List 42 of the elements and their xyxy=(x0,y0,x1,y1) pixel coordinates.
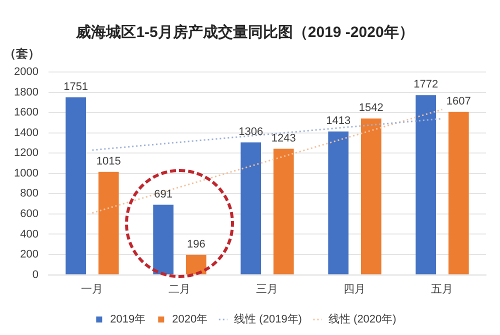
y-axis-title: （套） xyxy=(4,46,40,60)
y-tick-label: 1200 xyxy=(14,147,38,160)
x-tick-label: 五月 xyxy=(431,283,454,296)
y-tick-label: 1600 xyxy=(14,106,38,119)
x-tick-label: 三月 xyxy=(256,283,278,296)
x-tick-label: 一月 xyxy=(81,283,104,296)
data-label: 1015 xyxy=(96,155,121,168)
data-label: 1413 xyxy=(326,115,351,128)
bar xyxy=(273,148,294,274)
x-tick-label: 四月 xyxy=(344,283,366,296)
legend-label: 线性 (2020年) xyxy=(328,312,396,326)
y-tick-label: 200 xyxy=(20,248,38,261)
y-tick-label: 800 xyxy=(20,188,38,200)
data-label: 691 xyxy=(154,188,172,200)
y-tick-label: 1800 xyxy=(14,86,38,98)
bar xyxy=(328,132,349,274)
bar xyxy=(240,142,261,274)
bar xyxy=(360,118,382,274)
data-label: 1306 xyxy=(238,126,264,138)
y-tick-label: 2000 xyxy=(14,66,38,78)
y-tick-label: 400 xyxy=(20,228,38,240)
data-label: 1542 xyxy=(358,102,384,114)
data-label: 1751 xyxy=(64,80,88,93)
data-label: 196 xyxy=(186,238,206,250)
chart-title: 威海城区1-5月房产成交量同比图（2019 -2020年） xyxy=(75,23,414,42)
bar xyxy=(186,254,206,274)
bar xyxy=(416,95,436,274)
bar xyxy=(153,204,174,274)
legend-label: 线性 (2019年) xyxy=(234,312,302,326)
bar xyxy=(98,172,119,274)
data-label: 1607 xyxy=(446,95,471,108)
data-label: 1772 xyxy=(414,78,438,91)
legend-label: 2019年 xyxy=(110,314,146,326)
bar xyxy=(66,97,86,274)
y-tick-label: 1400 xyxy=(14,126,38,139)
legend-label: 2020年 xyxy=(172,314,208,326)
x-tick-label: 二月 xyxy=(168,283,191,296)
y-tick-label: 0 xyxy=(32,268,38,281)
y-tick-label: 1000 xyxy=(14,167,38,180)
y-tick-label: 600 xyxy=(20,208,38,220)
bar xyxy=(448,112,469,274)
data-label: 1243 xyxy=(271,132,296,144)
